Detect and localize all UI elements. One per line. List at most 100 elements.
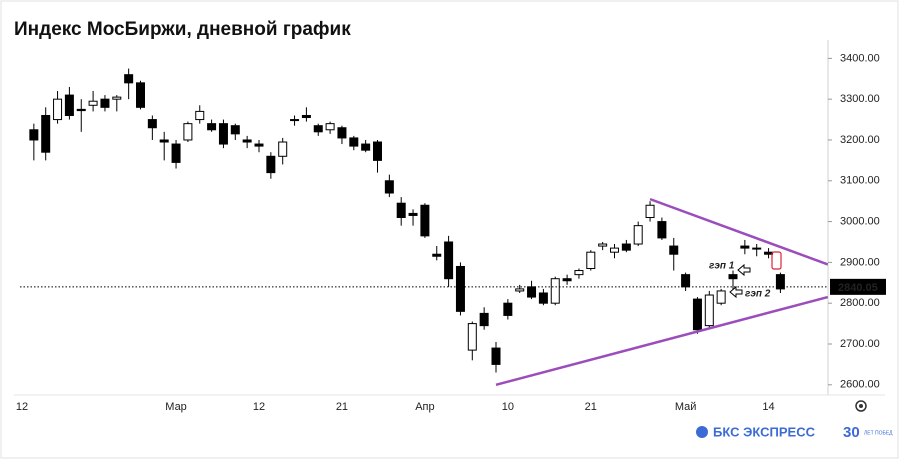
settings-icon[interactable] <box>855 400 867 412</box>
y-tick-label: 2600.00 <box>840 379 880 391</box>
candle-body <box>266 155 276 174</box>
gap-highlight <box>771 251 782 270</box>
brand-badge: 30 <box>843 424 860 441</box>
candle-body <box>64 94 74 116</box>
candle-body <box>621 243 631 251</box>
candle-body <box>100 98 110 108</box>
candle-body <box>361 143 371 151</box>
candle-body <box>586 251 596 270</box>
candle-body <box>479 312 489 327</box>
candle-body <box>645 204 655 219</box>
annotation: гэп 1 <box>709 261 735 272</box>
trend-line <box>649 197 829 266</box>
candle-body <box>41 114 51 153</box>
candle-body <box>195 110 205 121</box>
y-tick-label: 3000.00 <box>840 215 880 227</box>
x-tick-label: Апр <box>415 401 434 413</box>
candle-body <box>728 274 738 280</box>
candle-body <box>527 286 537 298</box>
candle-body <box>53 98 63 121</box>
candle-body <box>301 114 311 119</box>
candle-body <box>183 123 193 141</box>
y-tick-label: 2800.00 <box>840 297 880 309</box>
chart-title: Индекс МосБиржи, дневной график <box>14 19 351 40</box>
candle-body <box>716 290 726 304</box>
y-tick-label: 3300.00 <box>840 93 880 105</box>
candle-body <box>396 202 406 218</box>
brand-tagline: ЛЕТ ПОБЕД <box>864 430 893 436</box>
x-tick-label: 21 <box>585 401 597 413</box>
x-tick-label: 12 <box>253 401 265 413</box>
candle-body <box>384 180 394 194</box>
x-tick-label: Мар <box>165 401 187 413</box>
gear <box>855 400 867 412</box>
candle-body <box>467 323 477 351</box>
x-tick-label: Май <box>675 401 697 413</box>
candle-body <box>681 274 691 288</box>
candle-body <box>574 270 584 276</box>
candle-body <box>610 247 619 253</box>
candle-body <box>550 278 560 304</box>
candle-body <box>598 243 608 247</box>
brand-logo <box>696 426 708 438</box>
annotation-arrow <box>729 285 743 299</box>
candle-body <box>207 123 217 131</box>
candle-body <box>503 302 513 316</box>
y-tick-label: 2900.00 <box>840 256 880 268</box>
candle-body <box>444 241 454 280</box>
candle-body <box>491 347 501 365</box>
candle-body <box>764 251 774 255</box>
candle-body <box>408 212 418 216</box>
y-tick-label: 3200.00 <box>840 134 880 146</box>
candle-body <box>290 119 300 122</box>
candle-body <box>218 123 228 145</box>
candle-body <box>420 204 430 237</box>
annotation-arrow <box>737 263 751 277</box>
candle-body <box>159 139 169 143</box>
candle-body <box>76 108 86 112</box>
candle-body <box>124 74 134 84</box>
candle-body <box>752 247 762 250</box>
brand-name: БКС ЭКСПРЕСС <box>713 424 816 439</box>
candle-body <box>29 129 39 141</box>
candle-body <box>538 292 548 304</box>
candle-body <box>278 141 288 157</box>
candle-body <box>455 265 465 312</box>
candle-body <box>775 274 785 290</box>
y-tick-label: 3100.00 <box>840 175 880 187</box>
candle-body <box>337 127 347 139</box>
x-tick-label: 14 <box>762 401 774 413</box>
y-tick-label: 2700.00 <box>840 338 880 350</box>
last-price-box <box>830 278 886 295</box>
x-tick-label: 12 <box>16 401 28 413</box>
candle-body <box>147 119 157 129</box>
candle-body <box>242 139 252 143</box>
candle-body <box>313 125 323 133</box>
candle-body <box>515 288 525 292</box>
candle-body <box>692 298 702 331</box>
candle-body <box>633 225 643 245</box>
trend-line <box>495 295 829 387</box>
candle-body <box>112 96 122 100</box>
brand: БКС ЭКСПРЕСС 30 ЛЕТ ПОБЕД <box>696 424 893 441</box>
candle-body <box>325 123 335 131</box>
candle-body <box>254 143 264 147</box>
candle-body <box>230 125 240 135</box>
candle-body <box>704 294 714 327</box>
candle-body <box>136 82 145 108</box>
candle-body <box>171 143 181 163</box>
candle-body <box>669 245 679 255</box>
gear-center <box>859 404 863 408</box>
candle-body <box>88 100 98 106</box>
candle-body <box>740 245 750 249</box>
candle-body <box>657 221 667 239</box>
annotation: гэп 2 <box>745 289 771 300</box>
last-price-label: 2840.05 <box>838 282 878 294</box>
candle-body <box>432 253 442 257</box>
x-tick-label: 10 <box>502 401 514 413</box>
candle-body <box>349 137 359 147</box>
x-tick-label: 21 <box>336 401 348 413</box>
